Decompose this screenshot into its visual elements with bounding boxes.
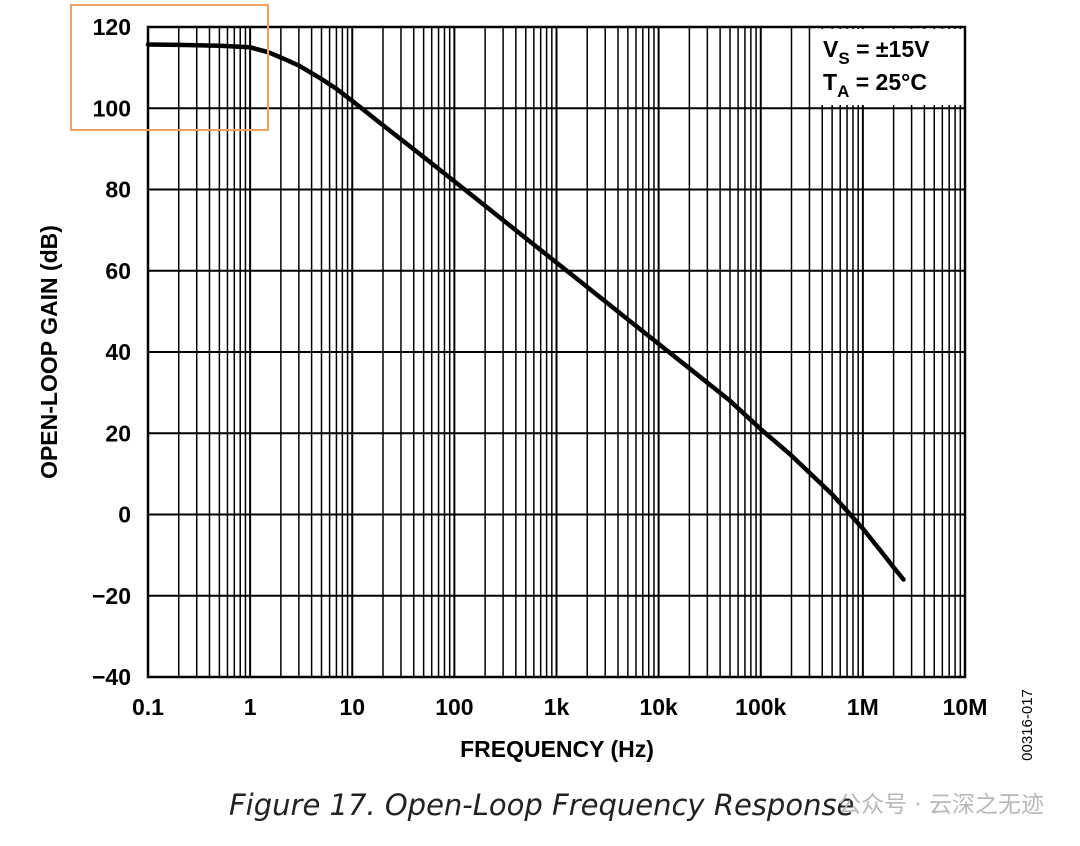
y-axis-title: OPEN-LOOP GAIN (dB) <box>36 225 62 479</box>
x-axis-tick-labels: 0.1 1 10 100 1k 10k 100k 1M 10M <box>132 694 987 720</box>
y-tick-label: 80 <box>105 177 131 203</box>
y-tick-label: 60 <box>105 258 131 284</box>
plot-border <box>146 25 967 679</box>
figure-caption: Figure 17. Open-Loop Frequency Response <box>229 788 854 822</box>
grid <box>147 26 965 678</box>
y-tick-label: 20 <box>105 420 131 446</box>
x-tick-label: 10M <box>943 694 988 720</box>
open-loop-gain-curve <box>145 42 906 582</box>
x-tick-label: 1 <box>244 694 257 720</box>
x-tick-label: 10 <box>339 694 365 720</box>
legend-supply: VS = ±15V <box>823 36 930 68</box>
x-tick-label: 0.1 <box>132 694 164 720</box>
x-tick-label: 10k <box>639 694 678 720</box>
conditions-legend: VS = ±15V TA = 25°C <box>813 29 962 105</box>
x-axis-title: FREQUENCY (Hz) <box>460 736 654 762</box>
y-tick-label: −40 <box>92 664 131 690</box>
legend-temperature: TA = 25°C <box>823 69 927 101</box>
x-tick-label: 100k <box>735 694 786 720</box>
legend-background <box>813 29 962 105</box>
figure-code: 00316-017 <box>1019 689 1036 761</box>
x-tick-label: 1M <box>847 694 879 720</box>
x-tick-label: 1k <box>544 694 570 720</box>
y-tick-label: 0 <box>118 502 131 528</box>
y-tick-label: 40 <box>105 339 131 365</box>
watermark-text: 公众号 · 云深之无迹 <box>838 792 1044 818</box>
y-tick-label: 100 <box>93 95 131 121</box>
y-tick-label: −20 <box>92 583 131 609</box>
y-tick-label: 120 <box>93 14 131 40</box>
x-tick-label: 100 <box>435 694 473 720</box>
highlight-box <box>70 4 269 131</box>
y-axis-tick-labels: 120 100 80 60 40 20 0 −20 −40 <box>92 14 131 690</box>
